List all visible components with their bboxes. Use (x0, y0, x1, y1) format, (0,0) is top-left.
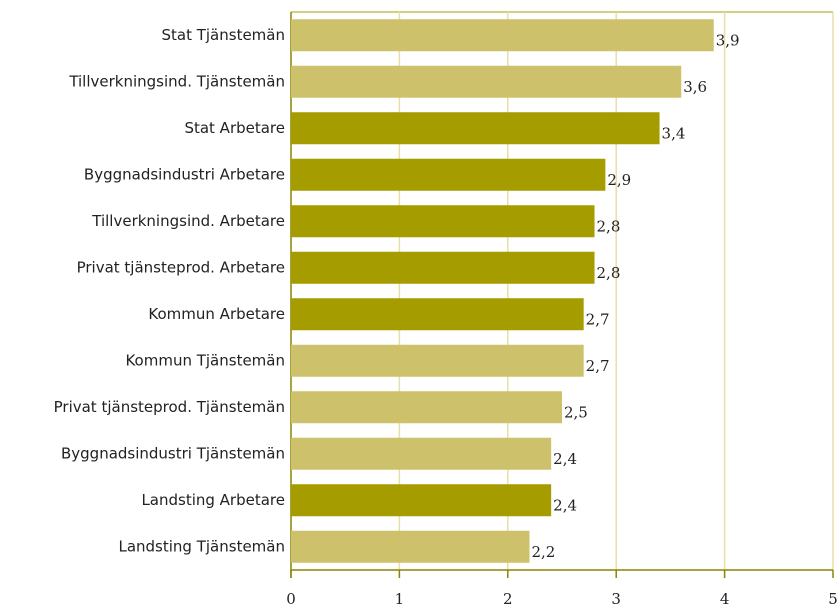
value-label: 2,7 (586, 310, 610, 328)
y-tick-label: Privat tjänsteprod. Tjänstemän (54, 398, 285, 416)
y-tick-label: Stat Arbetare (184, 119, 285, 137)
bar (291, 251, 595, 284)
value-label: 2,8 (597, 264, 621, 282)
bar (291, 391, 562, 424)
value-label: 3,6 (683, 78, 707, 96)
y-tick-label: Tillverkningsind. Arbetare (91, 212, 285, 230)
bar (291, 65, 682, 98)
value-label: 2,4 (553, 496, 577, 514)
bar (291, 19, 714, 52)
value-label: 2,5 (564, 403, 588, 421)
bar (291, 530, 530, 563)
bar (291, 298, 584, 331)
bar (291, 158, 606, 191)
x-tick-label: 1 (395, 590, 405, 608)
y-tick-label: Landsting Tjänstemän (118, 537, 285, 555)
x-tick-label: 5 (828, 590, 838, 608)
bar (291, 205, 595, 238)
bar (291, 112, 660, 145)
y-tick-label: Tillverkningsind. Tjänstemän (68, 72, 285, 90)
y-tick-label: Byggnadsindustri Arbetare (84, 165, 285, 183)
y-tick-label: Landsting Arbetare (141, 491, 285, 509)
value-label: 2,4 (553, 450, 577, 468)
value-label: 2,2 (531, 543, 555, 561)
x-tick-label: 0 (286, 590, 296, 608)
value-label: 2,7 (586, 357, 610, 375)
y-tick-label: Privat tjänsteprod. Arbetare (77, 258, 285, 276)
y-tick-label: Kommun Arbetare (148, 305, 285, 323)
value-label: 2,8 (597, 217, 621, 235)
x-tick-label: 3 (611, 590, 621, 608)
x-tick-label: 2 (503, 590, 513, 608)
bar (291, 437, 552, 470)
bar (291, 484, 552, 517)
y-tick-label: Stat Tjänstemän (161, 26, 285, 44)
y-tick-label: Kommun Tjänstemän (125, 351, 285, 369)
x-tick-label: 4 (720, 590, 730, 608)
bar (291, 344, 584, 377)
value-label: 3,4 (662, 124, 686, 142)
value-label: 3,9 (716, 31, 740, 49)
value-label: 2,9 (607, 171, 631, 189)
y-tick-label: Byggnadsindustri Tjänstemän (61, 444, 285, 462)
